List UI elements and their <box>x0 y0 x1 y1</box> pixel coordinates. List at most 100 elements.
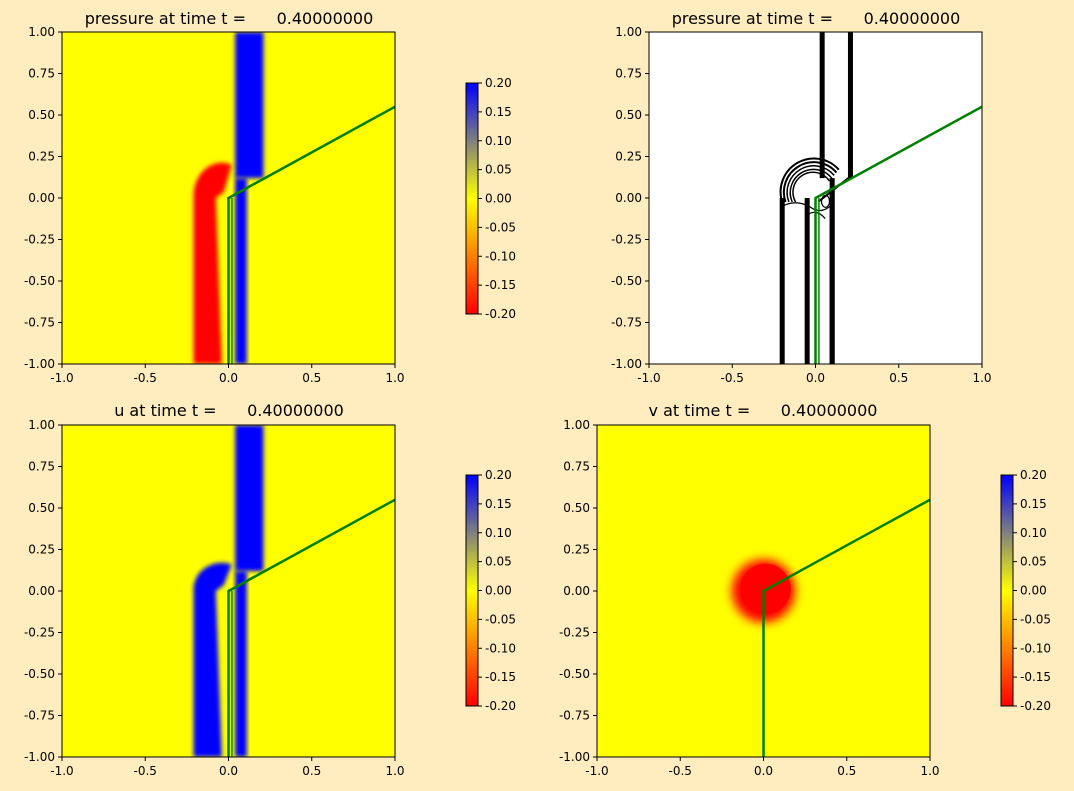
y-tick-label: -0.75 <box>24 316 55 330</box>
pressure-contour-panel: pressure at time t = 0.40000000 -1.0 -0.5… <box>611 9 992 385</box>
x-tick-label: 0.0 <box>219 764 238 778</box>
y-tick-label: 0.75 <box>28 460 55 474</box>
x-tick-label: 1.0 <box>385 371 404 385</box>
y-tick-label: -0.50 <box>24 274 55 288</box>
y-tick-label: 0.25 <box>615 150 642 164</box>
contour-arc <box>789 168 833 203</box>
y-tick-label: 0.75 <box>28 67 55 81</box>
x-tick-label: 0.5 <box>837 764 856 778</box>
field-hook <box>193 562 232 757</box>
colorbar-tick-label: -0.10 <box>485 641 516 655</box>
contour-arc <box>782 161 838 203</box>
field-hook <box>193 162 232 364</box>
y-tick-label: 0.25 <box>28 150 55 164</box>
y-tick-label: 1.00 <box>28 25 55 39</box>
colorbar-tick-label: -0.10 <box>1020 641 1051 655</box>
field-band <box>235 32 264 179</box>
colorbar-tick-label: -0.05 <box>485 612 516 626</box>
y-tick-label: 0.50 <box>563 501 590 515</box>
y-tick-label: -0.50 <box>559 667 590 681</box>
colorbar-tick-label: -0.15 <box>485 670 516 684</box>
x-tick-label: -1.0 <box>50 371 73 385</box>
x-tick-label: 1.0 <box>920 764 939 778</box>
interface-line <box>227 498 395 757</box>
panel-title: u at time t = 0.40000000 <box>114 401 344 420</box>
colorbar-tick-label: 0.10 <box>485 526 512 540</box>
y-tick-label: 0.50 <box>615 108 642 122</box>
y-tick-label: 0.00 <box>28 584 55 598</box>
y-tick-label: 1.00 <box>28 418 55 432</box>
x-tick-label: 0.0 <box>754 764 773 778</box>
colorbar-tick-label: -0.05 <box>1020 612 1051 626</box>
x-tick-label: 1.0 <box>385 764 404 778</box>
panel-title: pressure at time t = 0.40000000 <box>672 9 961 28</box>
x-tick-label: -0.5 <box>134 764 157 778</box>
colorbar-tick-label: 0.20 <box>485 468 512 482</box>
colorbar-tick-label: 0.10 <box>1020 526 1047 540</box>
colorbar-tick-label: 0.20 <box>485 76 512 90</box>
colorbar: 0.20 0.15 0.10 0.05 0.00 -0.05 -0.10 -0.15 -0.20 <box>1000 468 1051 713</box>
contour-ellipse <box>820 194 831 208</box>
panel-title: v at time t = 0.40000000 <box>649 401 878 420</box>
contour-arc <box>779 157 840 203</box>
x-tick-label: -1.0 <box>585 764 608 778</box>
plot-area: -1.0 -0.5 0.0 0.5 1.0 1.00 0.75 0.50 0.25 0.00 -0.… <box>24 418 405 778</box>
colorbar-tick-label: -0.10 <box>485 249 516 263</box>
y-tick-label: -1.00 <box>611 357 642 371</box>
y-tick-label: 0.50 <box>28 501 55 515</box>
colorbar-tick-label: -0.20 <box>1020 699 1051 713</box>
field-band <box>235 571 247 757</box>
y-tick-label: 0.25 <box>28 543 55 557</box>
x-tick-label: -1.0 <box>50 764 73 778</box>
y-tick-label: -1.00 <box>24 357 55 371</box>
x-tick-label: -0.5 <box>669 764 692 778</box>
x-tick-label: 0.0 <box>806 371 825 385</box>
contour-arc <box>786 165 835 203</box>
colorbar-tick-label: 0.00 <box>1020 584 1047 598</box>
y-tick-label: -1.00 <box>559 750 590 764</box>
colorbar-tick-label: 0.00 <box>485 584 512 598</box>
colorbar-tick-label: 0.05 <box>485 163 512 177</box>
y-tick-label: -0.75 <box>24 709 55 723</box>
plot-content <box>731 498 930 757</box>
interface-line <box>762 498 930 757</box>
colorbar-tick-label: 0.15 <box>485 497 512 511</box>
colorbar-gradient <box>1000 474 1014 707</box>
y-tick-label: 0.75 <box>563 460 590 474</box>
colorbar-tick-label: -0.15 <box>1020 670 1051 684</box>
colorbar-tick-label: -0.15 <box>485 278 516 292</box>
y-tick-label: -0.25 <box>559 626 590 640</box>
x-tick-label: 1.0 <box>972 371 991 385</box>
colorbar-tick-label: 0.05 <box>485 555 512 569</box>
y-tick-label: 0.00 <box>563 584 590 598</box>
x-tick-label: -0.5 <box>134 371 157 385</box>
colorbar-tick-label: 0.15 <box>1020 497 1047 511</box>
contour-squiggle <box>781 202 833 212</box>
pressure-heatmap-panel: pressure at time t = 0.40000000 -1.0 -0.5… <box>24 9 516 385</box>
interface-line <box>814 105 982 364</box>
colorbar-gradient <box>465 82 479 315</box>
colorbar-tick-label: -0.20 <box>485 307 516 321</box>
x-tick-label: 0.5 <box>889 371 908 385</box>
interface-line <box>227 105 395 364</box>
colorbar-tick-label: -0.05 <box>485 220 516 234</box>
field-band <box>235 425 264 572</box>
y-tick-label: -0.50 <box>611 274 642 288</box>
y-tick-label: 1.00 <box>563 418 590 432</box>
y-tick-label: -0.25 <box>24 626 55 640</box>
y-tick-label: -0.50 <box>24 667 55 681</box>
colorbar: 0.20 0.15 0.10 0.05 0.00 -0.05 -0.10 -0.15 -0.20 <box>465 76 516 321</box>
y-tick-label: 0.00 <box>28 191 55 205</box>
y-tick-label: -1.00 <box>24 750 55 764</box>
y-tick-label: 0.50 <box>28 108 55 122</box>
colorbar-gradient <box>465 474 479 707</box>
colorbar-tick-label: 0.05 <box>1020 555 1047 569</box>
colorbar-tick-label: 0.10 <box>485 134 512 148</box>
plot-area: -1.0 -0.5 0.0 0.5 1.0 1.00 0.75 0.50 0.25 0.00 -0.… <box>559 418 940 778</box>
colorbar-tick-label: 0.20 <box>1020 468 1047 482</box>
field-band <box>235 178 247 364</box>
y-tick-label: -0.25 <box>611 233 642 247</box>
colorbar-tick-label: -0.20 <box>485 699 516 713</box>
y-tick-label: -0.25 <box>24 233 55 247</box>
